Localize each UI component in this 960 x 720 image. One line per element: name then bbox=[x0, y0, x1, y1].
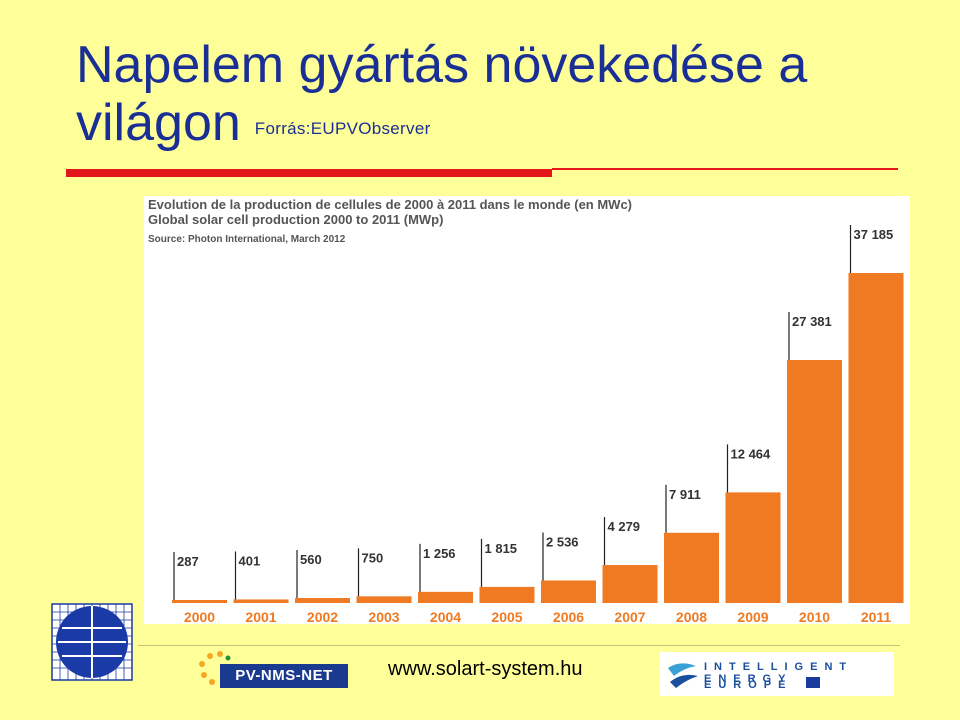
bar-2006 bbox=[541, 580, 596, 603]
x-tick-2011: 2011 bbox=[861, 609, 892, 624]
swirl-icon bbox=[668, 663, 698, 688]
value-label-2004: 1 256 bbox=[423, 546, 456, 561]
bar-2010 bbox=[787, 360, 842, 603]
iee-line-2: EUROPE bbox=[704, 679, 793, 691]
intelligent-energy-europe-logo: INTELLIGENT ENERGY EUROPE bbox=[660, 652, 894, 696]
x-tick-2009: 2009 bbox=[737, 609, 768, 624]
chart-panel: Evolution de la production de cellules d… bbox=[144, 196, 910, 624]
slide-title: Napelem gyártás növekedése a világon Forr… bbox=[76, 36, 936, 158]
iee-line-1: INTELLIGENT ENERGY bbox=[704, 661, 854, 685]
pv-nms-net-logo: PV-NMS-NET bbox=[196, 648, 352, 692]
source-note: Forrás:EUPVObserver bbox=[254, 119, 431, 138]
x-tick-2004: 2004 bbox=[430, 609, 461, 624]
x-tick-2000: 2000 bbox=[184, 609, 215, 624]
value-label-2009: 12 464 bbox=[731, 446, 772, 461]
title-underline-thick bbox=[66, 169, 552, 177]
bar-2005 bbox=[479, 586, 535, 603]
eu-flag-icon bbox=[806, 677, 820, 688]
x-tick-2005: 2005 bbox=[491, 609, 522, 624]
x-tick-2003: 2003 bbox=[368, 609, 399, 624]
bar-2008 bbox=[664, 532, 719, 603]
x-tick-2007: 2007 bbox=[614, 609, 645, 624]
value-label-2008: 7 911 bbox=[669, 487, 701, 502]
footer-divider bbox=[138, 645, 900, 646]
value-label-2006: 2 536 bbox=[546, 534, 579, 549]
bar-2002 bbox=[295, 598, 350, 603]
title-line-2: világon bbox=[76, 94, 241, 152]
bar-2011 bbox=[848, 273, 904, 603]
chart-title-en: Global solar cell production 2000 to 201… bbox=[148, 212, 443, 227]
value-label-2002: 560 bbox=[300, 552, 322, 567]
value-label-2005: 1 815 bbox=[485, 541, 518, 556]
value-label-2007: 4 279 bbox=[608, 519, 641, 534]
bar-2000 bbox=[172, 600, 227, 603]
value-label-2010: 27 381 bbox=[792, 314, 832, 329]
chart-title-fr: Evolution de la production de cellules d… bbox=[148, 197, 632, 212]
x-tick-2001: 2001 bbox=[245, 609, 276, 624]
value-label-2003: 750 bbox=[362, 550, 384, 565]
x-tick-2008: 2008 bbox=[676, 609, 707, 624]
bar-chart: Evolution de la production de cellules d… bbox=[148, 197, 904, 624]
chart-source: Source: Photon International, March 2012 bbox=[148, 234, 346, 245]
title-underline-thin bbox=[552, 168, 898, 170]
bar-2004 bbox=[418, 591, 473, 603]
x-tick-2006: 2006 bbox=[553, 609, 584, 624]
website-url: www.solart-system.hu bbox=[388, 658, 583, 680]
value-label-2000: 287 bbox=[177, 554, 199, 569]
x-tick-2002: 2002 bbox=[307, 609, 338, 624]
globe-logo bbox=[50, 600, 136, 682]
title-line-1: Napelem gyártás növekedése a bbox=[76, 36, 808, 94]
bar-2009 bbox=[725, 492, 781, 603]
sun-dots-icon bbox=[199, 651, 231, 685]
value-label-2011: 37 185 bbox=[854, 227, 894, 242]
bars-layer: 287 2000 401 2001 560 2002 750 2003 1 256 2004 1 8… bbox=[172, 225, 904, 624]
value-label-2001: 401 bbox=[239, 553, 261, 568]
bar-2003 bbox=[356, 596, 412, 603]
bar-2001 bbox=[233, 599, 289, 603]
pv-logo-text: PV-NMS-NET bbox=[220, 664, 348, 688]
bar-2007 bbox=[602, 565, 658, 603]
x-tick-2010: 2010 bbox=[799, 609, 830, 624]
